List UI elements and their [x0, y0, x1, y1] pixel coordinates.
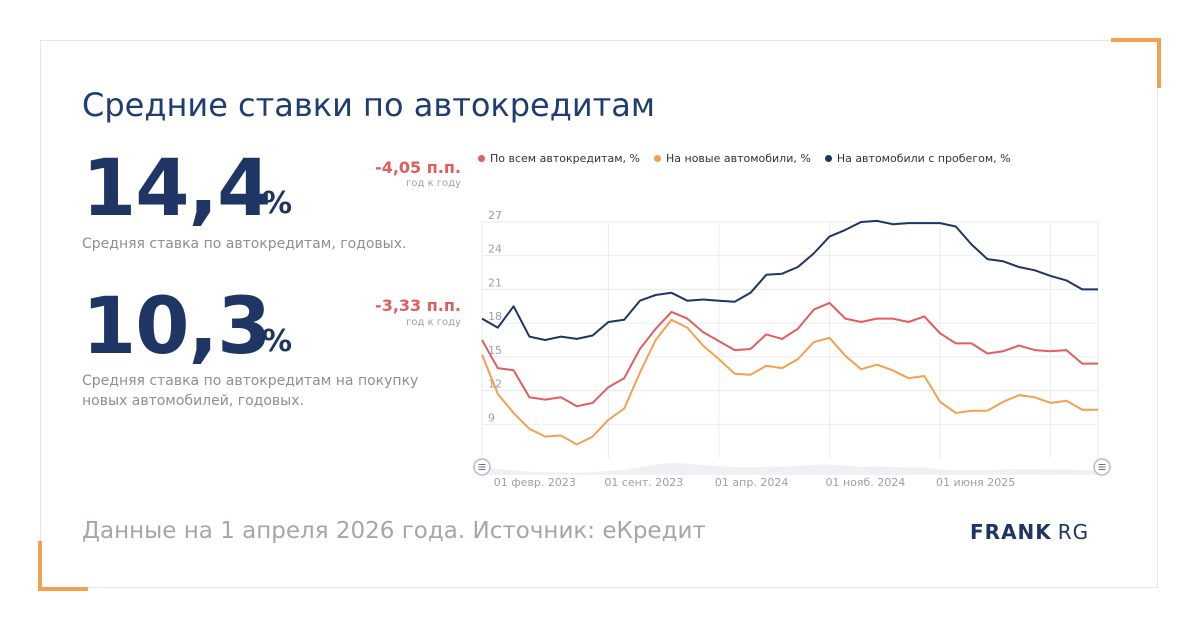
stat-all-unit: % — [262, 186, 293, 221]
stat-new-delta: -3,33 п.п. — [375, 296, 461, 315]
chart-legend: По всем автокредитам, % На новые автомоб… — [478, 152, 1011, 165]
chart-navigator — [473, 458, 1111, 476]
y-tick-label: 21 — [488, 276, 502, 289]
x-tick-label: 01 нояб. 2024 — [825, 476, 905, 489]
series-line-1 — [481, 318, 1098, 446]
stat-all-delta-period: год к году — [406, 178, 461, 189]
stat-all-value: 14,4 — [82, 144, 271, 234]
legend-dot-used-icon — [824, 155, 832, 162]
x-tick-label: 01 февр. 2023 — [494, 476, 576, 489]
stat-new-unit: % — [262, 324, 293, 359]
legend-dot-all-icon — [478, 155, 485, 162]
legend-item-all[interactable]: По всем автокредитам, % — [478, 152, 640, 165]
stat-new-description-line2: новых автомобилей, годовых. — [82, 393, 304, 409]
x-axis-ticks: 01 февр. 2023 01 сент. 2023 01 апр. 2024 01… — [494, 476, 1015, 489]
corner-accent-top-right — [1111, 38, 1161, 88]
chart-series — [481, 219, 1098, 446]
y-tick-label: 27 — [488, 209, 502, 222]
footer-source: Данные на 1 апреля 2026 года. Источник: … — [82, 518, 706, 544]
legend-item-new[interactable]: На новые автомобили, % — [654, 152, 811, 165]
stat-all-delta: -4,05 п.п. — [375, 158, 461, 177]
y-tick-label: 18 — [488, 310, 502, 323]
legend-label-new: На новые автомобили, % — [666, 152, 811, 165]
logo-bold: FRANK — [970, 520, 1052, 544]
x-tick-label: 01 апр. 2024 — [715, 476, 788, 489]
legend-label-used: На автомобили с пробегом, % — [836, 152, 1011, 165]
x-tick-label: 01 июня 2025 — [936, 476, 1015, 489]
series-line-0 — [481, 301, 1098, 408]
stat-new-description-line1: Средняя ставка по автокредитам на покупк… — [82, 373, 419, 389]
page-title: Средние ставки по автокредитам — [82, 86, 656, 124]
brand-logo: FRANK RG — [970, 520, 1089, 544]
corner-accent-bottom-left — [38, 541, 88, 591]
stat-new-description: Средняя ставка по автокредитам на покупк… — [82, 371, 418, 411]
legend-item-used[interactable]: На автомобили с пробегом, % — [824, 152, 1011, 165]
series-line-2 — [481, 219, 1098, 341]
y-tick-label: 24 — [488, 243, 502, 256]
stat-all-description: Средняя ставка по автокредитам, годовых. — [82, 236, 407, 252]
navigator-area — [482, 462, 1098, 474]
stat-new-value: 10,3 — [82, 282, 271, 372]
legend-dot-new-icon — [654, 155, 661, 162]
card-frame — [40, 40, 1158, 588]
logo-regular: RG — [1057, 520, 1090, 544]
x-tick-label: 01 сент. 2023 — [604, 476, 683, 489]
navigator-handle-left[interactable] — [473, 458, 491, 476]
y-tick-label: 9 — [488, 411, 495, 424]
y-tick-label: 15 — [488, 344, 502, 357]
stat-new-delta-period: год к году — [406, 317, 461, 328]
chart-grid — [481, 221, 1099, 458]
navigator-handle-right[interactable] — [1093, 458, 1111, 476]
legend-label-all: По всем автокредитам, % — [490, 152, 640, 165]
